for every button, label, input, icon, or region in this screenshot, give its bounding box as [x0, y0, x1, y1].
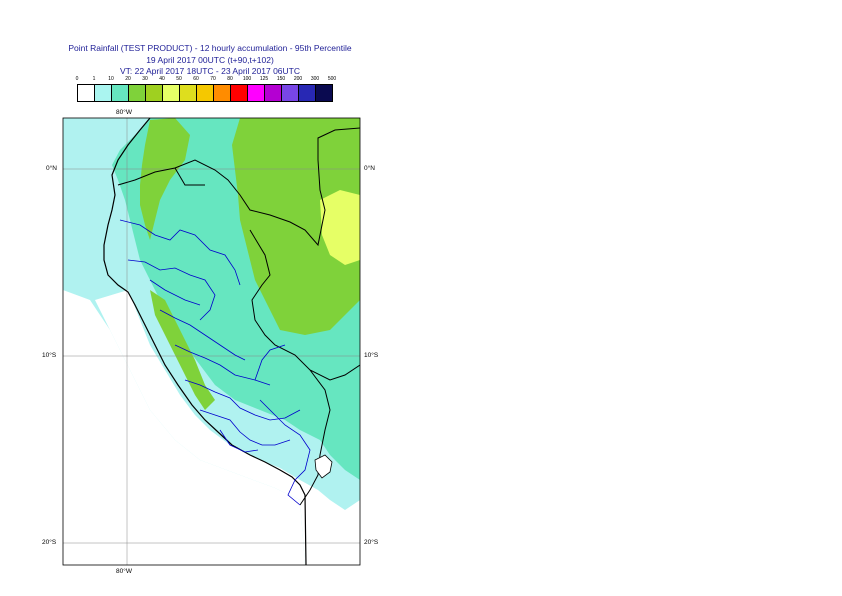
andes-rain-area	[140, 118, 190, 240]
legend-swatch	[248, 85, 265, 101]
andes-rain-area-south	[150, 290, 215, 410]
valid-time-label: VT: 22 April 2017 18UTC - 23 April 2017 …	[119, 66, 300, 76]
legend-label: 10	[108, 76, 114, 82]
legend-label: 50	[176, 76, 182, 82]
map-frame	[62, 117, 361, 566]
legend-swatch	[265, 85, 282, 101]
legend-swatch	[231, 85, 248, 101]
legend-label: 60	[193, 76, 199, 82]
legend-label: 100	[242, 76, 252, 82]
moderate-rain-area	[232, 118, 360, 335]
map-title: Point Rainfall (TEST PRODUCT) - 12 hourl…	[68, 43, 352, 53]
legend-swatch	[95, 85, 112, 101]
legend-label: 20	[125, 76, 131, 82]
legend-swatch	[146, 85, 163, 101]
legend-label: 300	[310, 76, 320, 82]
legend-label: 500	[327, 76, 337, 82]
legend-swatch	[112, 85, 129, 101]
legend-label: 1	[92, 76, 96, 82]
lat-label-0-left: 0°N	[46, 165, 57, 172]
legend-label: 125	[259, 76, 269, 82]
lon-label-bottom: 80°W	[116, 568, 132, 575]
lat-label-10s-right: 10°S	[364, 352, 379, 359]
graticule	[63, 118, 360, 565]
heavy-rain-area	[320, 190, 360, 265]
lat-label-20s-right: 20°S	[364, 539, 379, 546]
lon-label-top: 80°W	[116, 109, 132, 116]
legend-label: 70	[210, 76, 216, 82]
legend-swatch	[197, 85, 214, 101]
coastline	[103, 118, 307, 565]
legend-swatch	[129, 85, 146, 101]
legend-swatch	[282, 85, 299, 101]
legend-label: 80	[227, 76, 233, 82]
dry-ocean-patch	[63, 430, 240, 565]
legend-label: 40	[159, 76, 165, 82]
regional-borders	[119, 219, 311, 506]
legend-swatch	[180, 85, 197, 101]
legend-swatch	[78, 85, 95, 101]
legend-swatch	[163, 85, 180, 101]
legend-labels: 0 1 10 20 30 40 50 60 70 80 100 125 150 200 300 500	[70, 76, 360, 84]
dry-coastal-strip	[95, 290, 360, 565]
lat-label-10s-left: 10°S	[42, 352, 57, 359]
run-time-label: 19 April 2017 00UTC (t+90,t+102)	[146, 55, 274, 65]
lat-label-0-right: 0°N	[364, 165, 375, 172]
national-borders	[117, 127, 360, 506]
legend-swatch	[316, 85, 332, 101]
color-legend	[77, 84, 333, 102]
legend-label: 200	[293, 76, 303, 82]
lat-label-20s-left: 20°S	[42, 539, 57, 546]
lake-titicaca	[314, 454, 333, 479]
legend-label: 0	[75, 76, 79, 82]
legend-label: 30	[142, 76, 148, 82]
legend-label: 150	[276, 76, 286, 82]
legend-swatch	[299, 85, 316, 101]
legend-swatch	[214, 85, 231, 101]
